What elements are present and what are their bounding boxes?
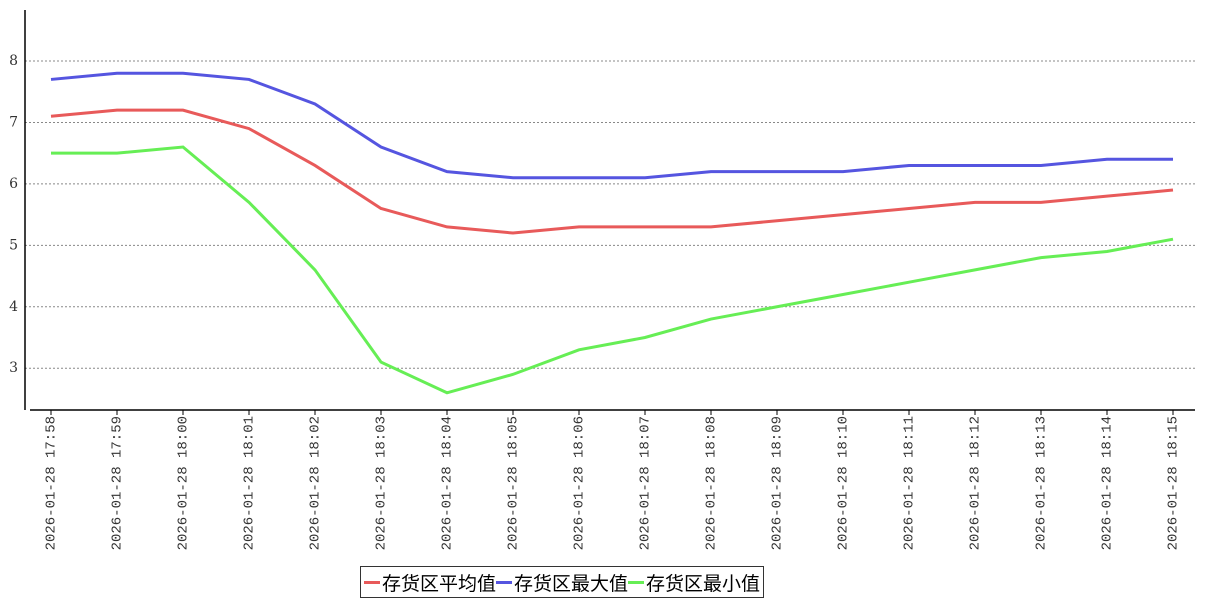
legend-swatch	[364, 580, 380, 584]
legend-item: 存货区平均值	[364, 569, 496, 596]
series-line	[51, 145, 1174, 395]
x-tick-label: 2026-01-28 18:05	[506, 416, 522, 550]
x-tick-label: 2026-01-28 18:10	[836, 416, 852, 550]
series-line	[50, 108, 1174, 235]
legend-label: 存货区最大值	[514, 572, 629, 595]
legend-item: 存货区最大值	[496, 569, 628, 596]
legend-swatch	[496, 580, 513, 584]
y-tick-label: 5	[9, 237, 18, 253]
x-tick-label: 2026-01-28 18:06	[572, 416, 588, 550]
x-tick-label: 2026-01-28 18:03	[374, 416, 390, 550]
legend-label: 存货区最小值	[646, 572, 761, 595]
x-tick-label: 2026-01-28 18:00	[176, 416, 192, 550]
x-tick-label: 2026-01-28 18:13	[1034, 416, 1050, 550]
x-tick-label: 2026-01-28 18:09	[770, 416, 786, 550]
x-tick-label: 2026-01-28 18:15	[1166, 416, 1182, 550]
x-tick-label: 2026-01-28 18:14	[1100, 416, 1116, 550]
y-tick-label: 3	[9, 360, 18, 376]
x-tick-label: 2026-01-28 18:01	[242, 416, 258, 550]
x-tick-label: 2026-01-28 18:12	[968, 416, 984, 550]
x-tick-label: 2026-01-28 18:11	[902, 416, 918, 550]
x-tick-label: 2026-01-28 17:58	[44, 416, 60, 550]
x-tick-label: 2026-01-28 17:59	[110, 416, 126, 550]
series-line	[50, 71, 1173, 180]
x-tick-label: 2026-01-28 18:08	[704, 416, 720, 550]
legend-item: 存货区最小值	[628, 569, 760, 596]
y-tick-label: 6	[9, 176, 18, 192]
legend-swatch	[628, 580, 645, 584]
legend: 存货区平均值 存货区最大值 存货区最小值	[360, 566, 765, 598]
x-tick-label: 2026-01-28 18:02	[308, 416, 324, 550]
y-tick-label: 4	[9, 299, 18, 315]
y-tick-label: 7	[9, 114, 18, 130]
chart: 3 4 5 6 7 8 2026-01-28 17:58 2026-01-28 17:59 20…	[9, 10, 1195, 550]
x-tick-label: 2026-01-28 18:07	[638, 416, 654, 550]
legend-label: 存货区平均值	[382, 572, 497, 595]
x-tick-label: 2026-01-28 18:04	[440, 416, 456, 550]
y-tick-label: 8	[9, 53, 18, 69]
